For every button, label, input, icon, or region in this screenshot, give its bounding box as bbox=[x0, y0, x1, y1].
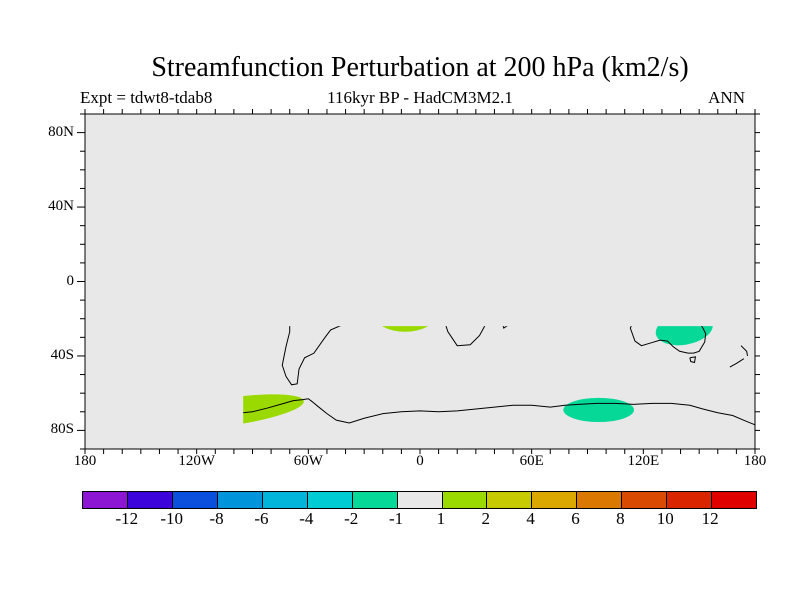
colorbar-cell bbox=[172, 492, 218, 508]
map-background bbox=[85, 114, 755, 449]
colorbar-cell bbox=[667, 492, 713, 508]
coastline-segment bbox=[85, 399, 755, 425]
colorbar-cell bbox=[262, 492, 308, 508]
colorbar-cell bbox=[83, 492, 128, 508]
colorbar-boundary-label: 1 bbox=[436, 509, 446, 528]
colorbar-cell bbox=[577, 492, 623, 508]
anomaly-southern-ocean-drake bbox=[243, 394, 304, 430]
colorbar-boundary-label: 6 bbox=[571, 509, 580, 528]
coastline-segment bbox=[388, 213, 515, 346]
lon-tick-label: 120W bbox=[178, 453, 215, 469]
colorbar-boundary-label: 10 bbox=[656, 509, 674, 528]
subtitle-experiment: Expt = tdwt8-tdab8 bbox=[80, 88, 213, 107]
coastlines bbox=[85, 128, 755, 425]
colorbar-cell bbox=[352, 492, 398, 508]
colorbar-boundary-label: -10 bbox=[160, 509, 184, 528]
anomaly-antarctica-indian bbox=[563, 397, 635, 423]
lon-tick-label: 180 bbox=[73, 453, 97, 469]
lon-tick-label: 60E bbox=[519, 453, 544, 469]
lon-tick-label: 120E bbox=[627, 453, 660, 469]
colorbar-cell bbox=[442, 492, 488, 508]
lat-tick-label: 40S bbox=[50, 346, 74, 363]
colorbar-boundary-label: -6 bbox=[254, 509, 269, 528]
lat-tick-label: 0 bbox=[66, 272, 75, 289]
coastline-segment bbox=[690, 357, 696, 363]
coastline-segment bbox=[630, 302, 705, 353]
coastline-segment bbox=[269, 259, 355, 385]
colorbar-cell bbox=[307, 492, 353, 508]
lat-tick-label: 40N bbox=[48, 198, 74, 215]
lon-tick-label: 180 bbox=[743, 453, 767, 469]
lat-tick-label: 80N bbox=[48, 123, 74, 140]
colorbar-cell bbox=[127, 492, 173, 508]
axis-ticks bbox=[77, 109, 760, 454]
colorbar-cell bbox=[217, 492, 263, 508]
plot-title: Streamfunction Perturbation at 200 hPa (… bbox=[151, 52, 689, 83]
colorbar-cell bbox=[712, 492, 757, 508]
colorbar-boundary-label: 12 bbox=[701, 509, 719, 528]
colorbar-boundary-label: -12 bbox=[115, 509, 139, 528]
colorbar bbox=[82, 491, 757, 509]
subtitle-season: ANN bbox=[708, 88, 745, 107]
colorbar-boundary-label: 4 bbox=[526, 509, 535, 528]
subtitle-period-model: 116kyr BP - HadCM3M2.1 bbox=[327, 88, 513, 107]
colorbar-boundary-label: 8 bbox=[616, 509, 625, 528]
colorbar-boundary-label: -1 bbox=[388, 509, 404, 528]
lon-tick-label: 60W bbox=[293, 453, 323, 469]
anomaly-south-atlantic bbox=[382, 326, 428, 332]
colorbar-boundary-label: -8 bbox=[209, 509, 224, 528]
map-content bbox=[85, 128, 768, 430]
coastline-segment bbox=[741, 346, 748, 356]
colorbar-cell bbox=[397, 492, 443, 508]
colorbar-cell bbox=[622, 492, 668, 508]
lat-tick-label: 80S bbox=[50, 421, 74, 438]
colorbar-boundary-label: 2 bbox=[481, 509, 491, 528]
lon-tick-label: 0 bbox=[416, 453, 424, 469]
colorbar-boundary-label: -2 bbox=[344, 509, 359, 528]
colorbar-cell bbox=[487, 492, 533, 508]
coastline-segment bbox=[730, 359, 744, 367]
colorbar-cell bbox=[532, 492, 578, 508]
colorbar-boundary-label: -4 bbox=[299, 509, 314, 528]
anomaly-east-australia bbox=[655, 326, 713, 346]
